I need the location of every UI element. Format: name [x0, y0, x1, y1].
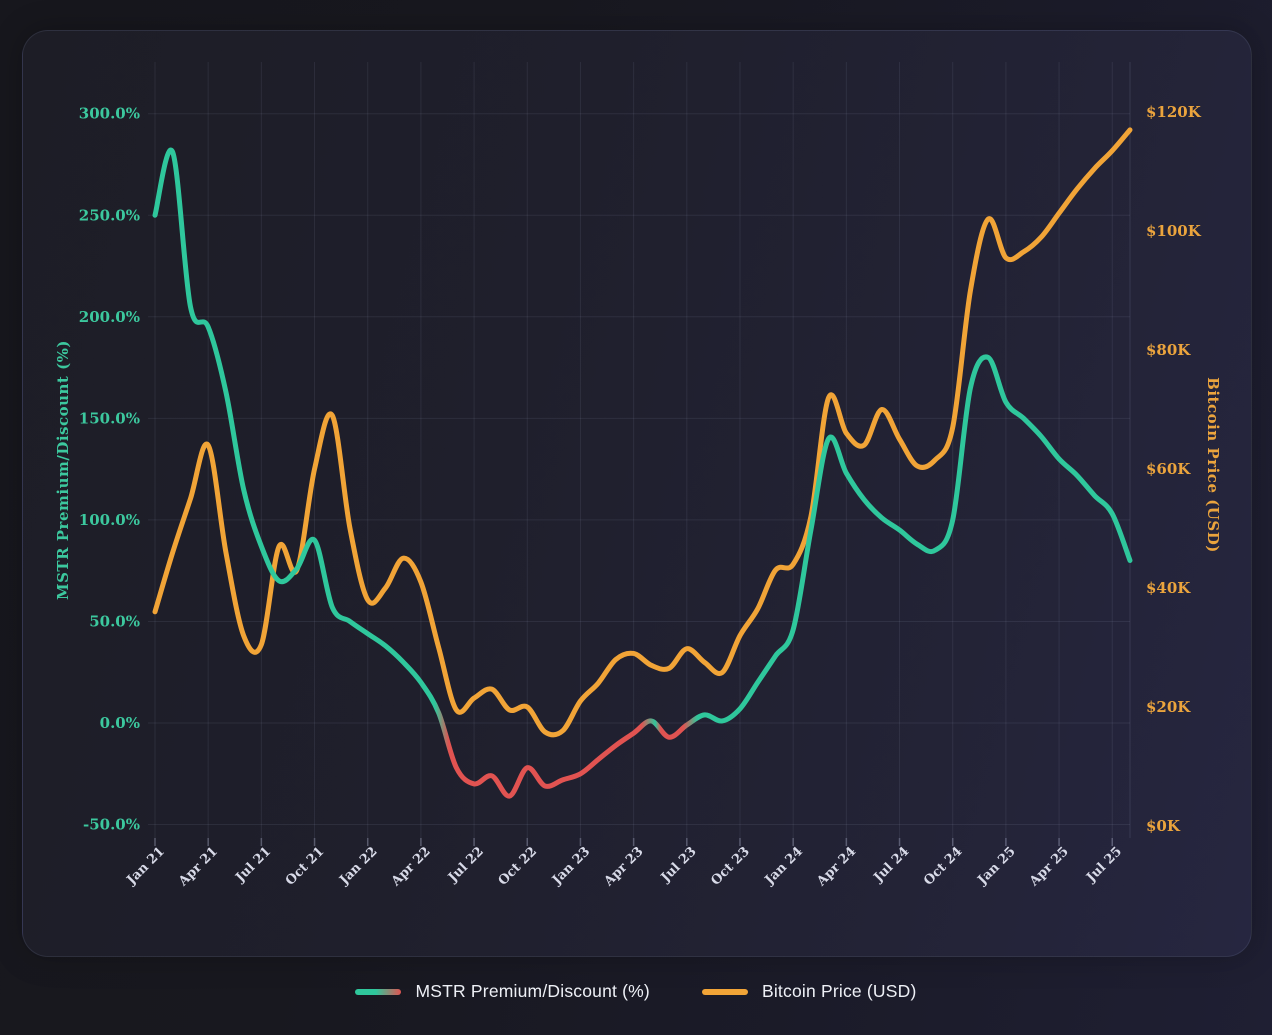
y-left-tick-label: 50.0%	[89, 612, 140, 630]
x-axis-tick-label: Oct 23	[708, 844, 752, 888]
y-right-tick-label: $100K	[1146, 222, 1202, 240]
btc-line-swatch	[701, 988, 748, 995]
y-right-tick-label: $60K	[1146, 460, 1191, 478]
legend-label-mstr: MSTR Premium/Discount (%)	[415, 981, 650, 1001]
y-left-tick-label: 150.0%	[79, 409, 140, 427]
btc-price-line	[152, 127, 1133, 738]
y-left-tick-label: -50.0%	[83, 816, 140, 834]
y-axis-title-right: Bitcoin Price (USD)	[1204, 377, 1222, 553]
y-left-tick-label: 0.0%	[100, 714, 140, 732]
y-right-tick-label: $40K	[1146, 579, 1191, 597]
x-axis-tick-label: Jul 25	[1083, 844, 1125, 886]
legend: MSTR Premium/Discount (%) Bitcoin Price …	[0, 981, 1272, 1002]
gridlines	[148, 62, 1131, 846]
y-right-tick-label: $0K	[1146, 817, 1181, 835]
x-axis-tick-label: Jul 21	[232, 844, 274, 886]
x-axis-tick-label: Jul 23	[658, 844, 700, 886]
x-axis-tick-label: Jan 24	[762, 844, 806, 888]
x-axis-tick-label: Jan 22	[336, 844, 380, 888]
legend-item-btc[interactable]: Bitcoin Price (USD)	[701, 981, 917, 1002]
legend-label-btc: Bitcoin Price (USD)	[761, 981, 917, 1001]
x-axis-tick-label: Apr 24	[813, 844, 859, 890]
x-axis-tick-label: Jan 21	[124, 844, 168, 888]
x-axis-tick-label: Jul 22	[445, 844, 487, 886]
series-lines	[152, 127, 1133, 799]
x-axis-tick-label: Apr 21	[175, 844, 221, 890]
x-axis-tick-label: Apr 23	[601, 844, 647, 890]
y-axis-title-left: MSTR Premium/Discount (%)	[54, 340, 72, 600]
x-axis-tick-label: Jan 23	[549, 844, 593, 888]
mstr-premium-line	[152, 147, 1133, 799]
mstr-line-swatch	[355, 988, 402, 995]
y-right-tick-label: $120K	[1146, 103, 1202, 121]
x-axis-tick-label: Oct 21	[283, 844, 327, 888]
y-right-tick-label: $20K	[1146, 698, 1191, 716]
y-right-tick-label: $80K	[1146, 341, 1191, 359]
y-left-tick-label: 300.0%	[79, 105, 140, 123]
x-axis-tick-label: Jul 24	[871, 844, 913, 886]
legend-item-mstr[interactable]: MSTR Premium/Discount (%)	[355, 981, 650, 1002]
y-left-tick-label: 250.0%	[79, 206, 140, 224]
x-axis-tick-label: Oct 22	[496, 844, 540, 888]
x-axis-tick-label: Apr 25	[1026, 844, 1072, 890]
x-axis-tick-label: Oct 24	[921, 844, 965, 888]
x-axis-tick-label: Jan 25	[974, 844, 1018, 888]
y-left-tick-label: 100.0%	[79, 511, 140, 529]
chart-card	[22, 30, 1252, 957]
x-axis-tick-label: Apr 22	[388, 844, 434, 890]
y-left-tick-label: 200.0%	[79, 308, 140, 326]
